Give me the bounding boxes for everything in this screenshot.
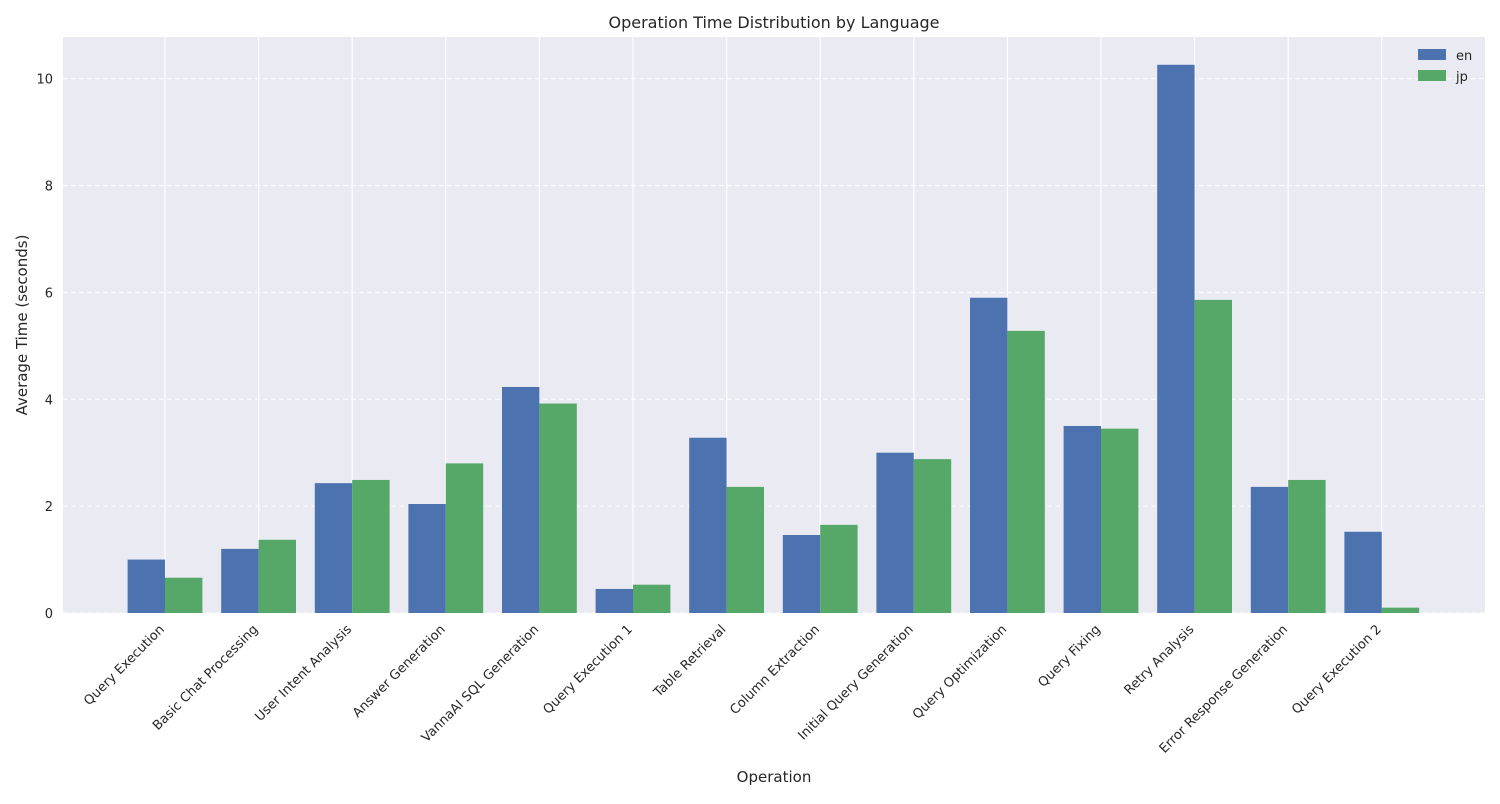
- legend-label-en: en: [1456, 49, 1472, 64]
- bar-en: [689, 437, 727, 613]
- y-axis-ticks: 0 2 4 6 8 10: [36, 73, 53, 622]
- bar-jp: [726, 486, 764, 613]
- bar-en: [127, 559, 165, 613]
- y-tick-label: 6: [45, 286, 53, 301]
- y-tick-label: 10: [36, 73, 53, 88]
- bar-en: [314, 483, 353, 613]
- bar-en: [782, 534, 821, 613]
- x-tick-label: Query Optimization: [910, 622, 1010, 722]
- chart-title: Operation Time Distribution by Language: [608, 13, 939, 32]
- bar-jp: [633, 584, 671, 613]
- bar-en: [502, 386, 540, 613]
- bar-en: [1157, 64, 1195, 613]
- x-tick-label: Retry Analysis: [1122, 622, 1198, 698]
- bar-jp: [1101, 428, 1139, 613]
- x-axis-label: Operation: [737, 768, 812, 786]
- x-tick-label: Query Execution: [81, 622, 168, 709]
- bar-en: [970, 297, 1008, 613]
- bar-jp: [258, 539, 296, 613]
- bar-jp: [165, 577, 203, 613]
- plot-area: [63, 37, 1485, 613]
- y-axis-label: Average Time (seconds): [13, 235, 31, 416]
- bar-en: [1250, 486, 1289, 613]
- bars: [127, 64, 1420, 613]
- y-tick-label: 4: [45, 393, 53, 408]
- x-tick-label: Table Retrieval: [651, 622, 730, 701]
- bar-en: [595, 588, 633, 613]
- legend-label-jp: jp: [1455, 70, 1468, 85]
- bar-jp: [820, 524, 858, 613]
- bar-jp: [1007, 330, 1045, 613]
- bar-jp: [913, 459, 952, 613]
- x-tick-label: User Intent Analysis: [253, 622, 356, 725]
- bar-en: [408, 503, 446, 613]
- bar-en: [876, 452, 914, 613]
- bar-en: [221, 548, 259, 613]
- x-tick-label: Column Extraction: [727, 622, 823, 718]
- bar-jp: [445, 463, 484, 613]
- bar-jp: [1381, 607, 1420, 613]
- x-tick-label: Answer Generation: [350, 622, 449, 721]
- bar-jp: [1288, 479, 1326, 613]
- legend-swatch-jp: [1418, 70, 1446, 81]
- legend: en jp: [1418, 49, 1472, 85]
- bar-en: [1344, 531, 1382, 613]
- legend-swatch-en: [1418, 49, 1446, 60]
- x-tick-label: Basic Chat Processing: [150, 622, 261, 733]
- bar-jp: [352, 479, 390, 613]
- y-tick-label: 0: [45, 607, 53, 622]
- bar-jp: [1194, 299, 1232, 613]
- bar-en: [1063, 425, 1101, 613]
- bar-jp: [539, 403, 577, 613]
- x-tick-label: Query Execution 2: [1289, 622, 1384, 717]
- x-tick-label: Query Execution 1: [540, 622, 635, 717]
- y-tick-label: 2: [45, 500, 53, 515]
- y-tick-label: 8: [45, 180, 53, 195]
- x-tick-label: Query Fixing: [1036, 622, 1104, 690]
